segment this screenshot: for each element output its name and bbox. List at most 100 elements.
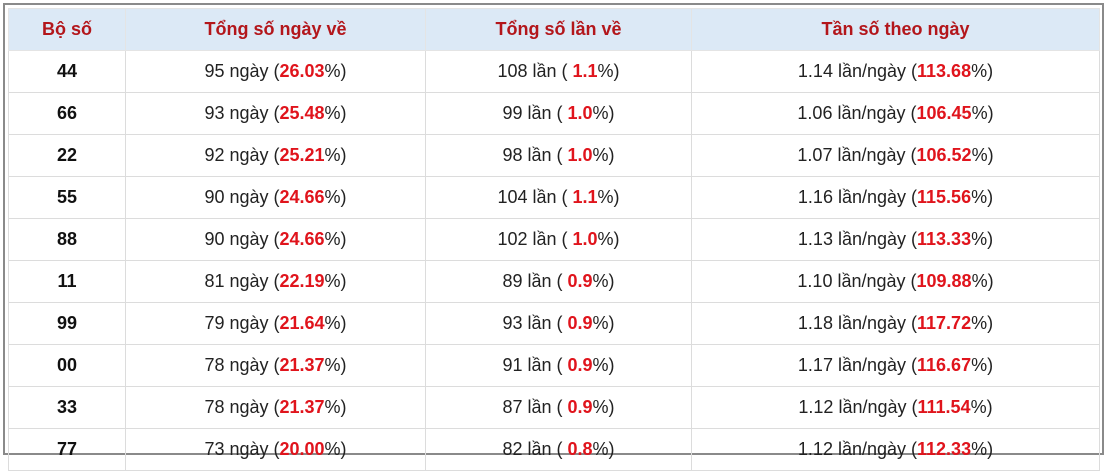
highlight-value: 22.19: [279, 271, 325, 291]
highlight-value: 113.68: [917, 61, 972, 81]
cell-text: 1.12 lần/ngày (: [797, 439, 918, 459]
highlight-value: 20.00: [279, 439, 325, 459]
tan-cell: 1.12 lần/ngày (111.54%): [691, 386, 1100, 429]
cell-text: %): [324, 229, 347, 249]
ngay-cell: 93 ngày (25.48%): [125, 92, 426, 135]
number-cell: 88: [8, 218, 126, 261]
cell-text: %): [971, 61, 994, 81]
highlight-value: 0.8: [567, 439, 593, 459]
tan-cell: 1.14 lần/ngày (113.68%): [691, 50, 1100, 93]
number-cell: 00: [8, 344, 126, 387]
cell-text: 1.14 lần/ngày (: [797, 61, 918, 81]
cell-text: %): [324, 397, 347, 417]
lan-cell: 82 lần ( 0.8%): [425, 428, 692, 471]
cell-text: 1.10 lần/ngày (: [797, 271, 917, 291]
cell-text: %): [597, 229, 620, 249]
tan-cell: 1.06 lần/ngày (106.45%): [691, 92, 1100, 135]
table-row: 66 93 ngày (25.48%) 99 lần ( 1.0%) 1.06 lần…: [8, 92, 1100, 135]
cell-text: %): [971, 145, 994, 165]
cell-text: %): [970, 397, 993, 417]
cell-text: %): [324, 355, 347, 375]
cell-text: 1.18 lần/ngày (: [797, 313, 918, 333]
cell-text: 98 lần (: [502, 145, 568, 165]
tan-cell: 1.18 lần/ngày (117.72%): [691, 302, 1100, 345]
highlight-value: 25.48: [279, 103, 325, 123]
cell-text: %): [592, 271, 615, 291]
highlight-value: 1.1: [572, 187, 598, 207]
cell-text: 87 lần (: [502, 397, 568, 417]
highlight-value: 117.72: [917, 313, 972, 333]
cell-text: 81 ngày (: [204, 271, 280, 291]
cell-text: %): [597, 61, 620, 81]
highlight-value: 0.9: [567, 397, 593, 417]
tan-cell: 1.13 lần/ngày (113.33%): [691, 218, 1100, 261]
cell-text: %): [592, 355, 615, 375]
highlight-value: 21.37: [279, 397, 325, 417]
ngay-cell: 78 ngày (21.37%): [125, 344, 426, 387]
highlight-value: 25.21: [279, 145, 325, 165]
lan-cell: 89 lần ( 0.9%): [425, 260, 692, 303]
number-cell: 77: [8, 428, 126, 471]
lan-cell: 87 lần ( 0.9%): [425, 386, 692, 429]
header-cell: Tổng số lần về: [425, 8, 692, 51]
highlight-value: 106.45: [916, 103, 972, 123]
lan-cell: 91 lần ( 0.9%): [425, 344, 692, 387]
cell-text: %): [971, 439, 994, 459]
cell-text: 1.17 lần/ngày (: [797, 355, 918, 375]
number-cell: 22: [8, 134, 126, 177]
table-row: 77 73 ngày (20.00%) 82 lần ( 0.8%) 1.12 lần…: [8, 428, 1100, 471]
cell-text: %): [324, 271, 347, 291]
header-row: Bộ số Tổng số ngày về Tổng số lần về Tần số…: [8, 8, 1100, 51]
highlight-value: 109.88: [916, 271, 972, 291]
number-cell: 66: [8, 92, 126, 135]
cell-text: 1.06 lần/ngày (: [797, 103, 917, 123]
cell-text: %): [971, 229, 994, 249]
lan-cell: 108 lần ( 1.1%): [425, 50, 692, 93]
highlight-value: 0.9: [567, 271, 593, 291]
cell-text: 90 ngày (: [204, 187, 280, 207]
tan-cell: 1.17 lần/ngày (116.67%): [691, 344, 1100, 387]
ngay-cell: 79 ngày (21.64%): [125, 302, 426, 345]
header-cell: Bộ số: [8, 8, 126, 51]
ngay-cell: 78 ngày (21.37%): [125, 386, 426, 429]
highlight-value: 1.0: [567, 103, 593, 123]
stats-table: Bộ số Tổng số ngày về Tổng số lần về Tần số…: [8, 8, 1100, 471]
ngay-cell: 81 ngày (22.19%): [125, 260, 426, 303]
cell-text: 108 lần (: [497, 61, 573, 81]
cell-text: %): [592, 103, 615, 123]
table-row: 33 78 ngày (21.37%) 87 lần ( 0.9%) 1.12 lần…: [8, 386, 1100, 429]
cell-text: %): [324, 103, 347, 123]
number-cell: 99: [8, 302, 126, 345]
cell-text: %): [971, 271, 994, 291]
cell-text: %): [324, 61, 347, 81]
cell-text: 1.13 lần/ngày (: [797, 229, 918, 249]
highlight-value: 113.33: [917, 229, 972, 249]
cell-text: %): [324, 187, 347, 207]
cell-text: 78 ngày (: [204, 355, 280, 375]
highlight-value: 21.64: [279, 313, 325, 333]
highlight-value: 24.66: [279, 229, 325, 249]
ngay-cell: 92 ngày (25.21%): [125, 134, 426, 177]
number-cell: 11: [8, 260, 126, 303]
cell-text: %): [324, 145, 347, 165]
lan-cell: 102 lần ( 1.0%): [425, 218, 692, 261]
table-row: 44 95 ngày (26.03%) 108 lần ( 1.1%) 1.14 lầ…: [8, 50, 1100, 93]
highlight-value: 21.37: [279, 355, 325, 375]
cell-text: 91 lần (: [502, 355, 568, 375]
cell-text: 93 lần (: [502, 313, 568, 333]
cell-text: %): [971, 103, 994, 123]
header-cell: Tổng số ngày về: [125, 8, 426, 51]
highlight-value: 1.0: [567, 145, 593, 165]
ngay-cell: 90 ngày (24.66%): [125, 176, 426, 219]
header-cell: Tần số theo ngày: [691, 8, 1100, 51]
ngay-cell: 90 ngày (24.66%): [125, 218, 426, 261]
cell-text: 73 ngày (: [204, 439, 280, 459]
table-frame: Bộ số Tổng số ngày về Tổng số lần về Tần số…: [3, 3, 1104, 471]
tan-cell: 1.16 lần/ngày (115.56%): [691, 176, 1100, 219]
table-row: 11 81 ngày (22.19%) 89 lần ( 0.9%) 1.10 lần…: [8, 260, 1100, 303]
cell-text: 78 ngày (: [204, 397, 280, 417]
table-row: 00 78 ngày (21.37%) 91 lần ( 0.9%) 1.17 lần…: [8, 344, 1100, 387]
cell-text: 104 lần (: [497, 187, 573, 207]
lan-cell: 98 lần ( 1.0%): [425, 134, 692, 177]
cell-text: 79 ngày (: [204, 313, 280, 333]
